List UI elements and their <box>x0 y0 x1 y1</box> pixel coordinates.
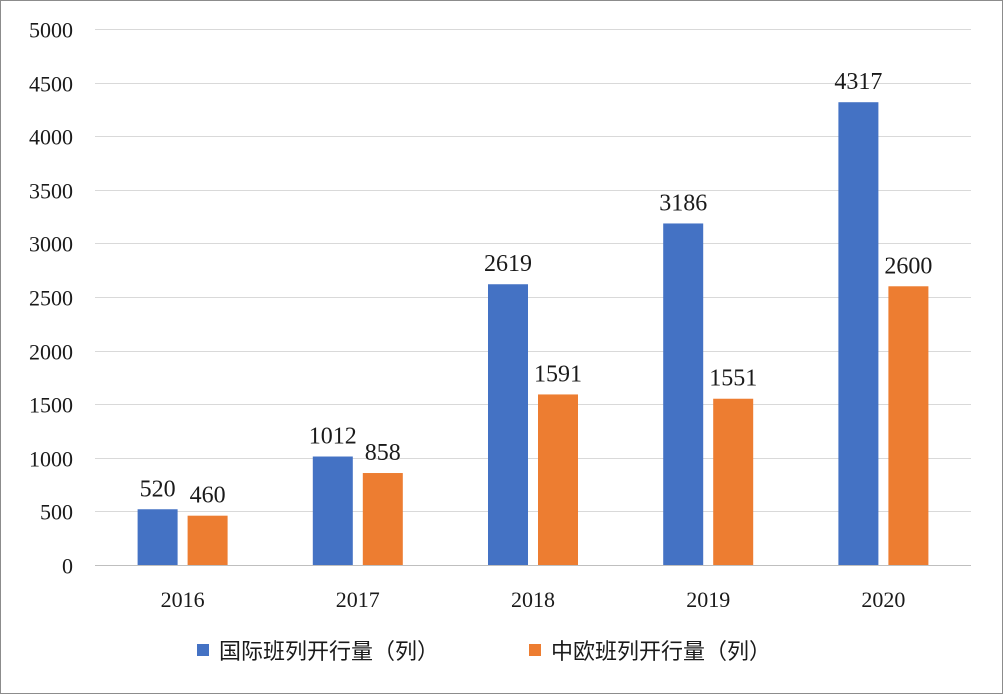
bar-2016-series-0 <box>137 509 178 565</box>
bar-2019-series-0 <box>663 223 704 565</box>
x-tick-label: 2020 <box>861 587 905 612</box>
data-label-2017-series-1: 858 <box>365 440 401 466</box>
bar-2016-series-1 <box>187 515 228 565</box>
legend-label-series-1: 中欧班列开行量（列） <box>551 640 771 665</box>
data-label-2019-series-0: 3186 <box>659 190 707 216</box>
y-tick-label: 2500 <box>29 286 73 311</box>
gridlines <box>95 29 971 566</box>
bar-2018-series-0 <box>488 284 528 565</box>
y-tick-label: 1000 <box>29 447 73 472</box>
data-labels: 520 460 1012 858 2619 1591 3186 1551 4317 2600 <box>140 69 933 508</box>
x-tick-label: 2016 <box>161 587 205 612</box>
data-label-2020-series-1: 2600 <box>884 253 932 279</box>
y-tick-label: 4000 <box>29 125 73 150</box>
data-label-2016-series-0: 520 <box>140 476 176 502</box>
data-label-2018-series-0: 2619 <box>484 251 532 277</box>
y-tick-label: 4500 <box>29 72 73 97</box>
legend-swatch-series-0 <box>197 644 209 656</box>
data-label-2018-series-1: 1591 <box>534 361 582 387</box>
y-tick-label: 500 <box>40 500 73 525</box>
data-label-2017-series-0: 1012 <box>309 424 357 450</box>
legend: 国际班列开行量（列） 中欧班列开行量（列） <box>197 640 771 665</box>
bar-2017-series-1 <box>362 473 403 565</box>
y-tick-label: 1500 <box>29 393 73 418</box>
bar-2017-series-0 <box>312 456 353 565</box>
legend-swatch-series-1 <box>529 644 541 656</box>
legend-label-series-0: 国际班列开行量（列） <box>219 640 439 665</box>
y-tick-label: 0 <box>62 554 73 579</box>
bar-2019-series-1 <box>713 398 754 565</box>
x-tick-label: 2019 <box>686 587 730 612</box>
bar-2020-series-1 <box>888 286 929 565</box>
bar-2018-series-1 <box>538 394 578 565</box>
bar-2020-series-0 <box>838 102 879 566</box>
bars <box>137 102 929 566</box>
y-tick-label: 2000 <box>29 340 73 365</box>
data-label-2020-series-0: 4317 <box>834 69 882 95</box>
data-label-2019-series-1: 1551 <box>709 366 757 392</box>
y-tick-label: 5000 <box>29 18 73 43</box>
data-label-2016-series-1: 460 <box>190 483 226 509</box>
x-axis-ticks: 2016 2017 2018 2019 2020 <box>161 587 906 612</box>
x-tick-label: 2018 <box>511 587 555 612</box>
y-axis-ticks: 0 500 1000 1500 2000 2500 3000 3500 4000 4500 5000 <box>29 18 73 579</box>
y-tick-label: 3000 <box>29 232 73 257</box>
x-tick-label: 2017 <box>336 587 380 612</box>
y-tick-label: 3500 <box>29 179 73 204</box>
